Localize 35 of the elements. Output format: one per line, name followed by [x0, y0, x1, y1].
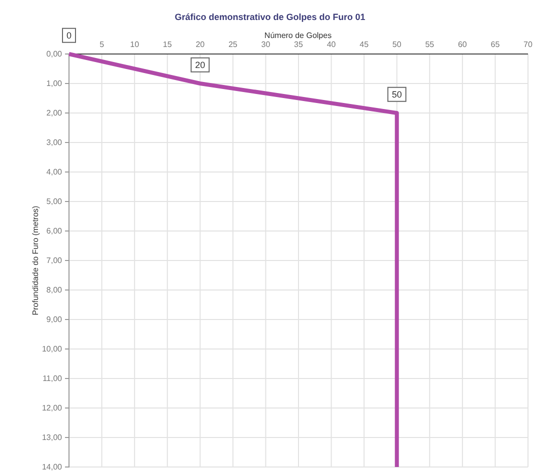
annotation: 50 — [392, 89, 402, 100]
y-tick-label: 2,00 — [46, 108, 63, 118]
y-tick-label: 13,00 — [42, 433, 63, 442]
x-axis-title: Número de Golpes — [264, 31, 332, 40]
x-tick-label: 55 — [425, 40, 435, 49]
x-tick-label: 30 — [261, 40, 271, 49]
y-axis-title: Profundidade do Furo (metros) — [31, 205, 40, 316]
x-tick-label: 60 — [458, 40, 468, 49]
annotation: 0 — [66, 30, 72, 40]
x-tick-label: 40 — [326, 40, 336, 49]
y-tick-label: 14,00 — [42, 462, 63, 472]
y-tick-label: 12,00 — [42, 404, 63, 413]
x-tick-label: 15 — [162, 40, 172, 49]
y-tick-label: 0,00 — [46, 50, 63, 59]
y-tick-label: 10,00 — [42, 344, 63, 354]
y-tick-label: 7,00 — [46, 256, 63, 266]
y-tick-label: 4,00 — [46, 168, 63, 177]
x-tick-label: 10 — [130, 40, 140, 49]
x-tick-label: 65 — [490, 40, 500, 49]
y-tick-label: 3,00 — [46, 138, 63, 148]
y-tick-label: 6,00 — [46, 226, 63, 236]
x-tick-label: 50 — [392, 40, 402, 49]
y-tick-label: 9,00 — [46, 315, 63, 324]
x-tick-label: 5 — [100, 40, 105, 49]
x-tick-label: 25 — [228, 40, 238, 49]
annotation: 20 — [195, 60, 206, 70]
x-tick-label: 45 — [360, 40, 370, 49]
x-tick-label: 70 — [524, 40, 533, 49]
y-tick-label: 8,00 — [46, 286, 63, 295]
y-tick-label: 1,00 — [46, 79, 63, 88]
chart-title: Gráfico demonstrativo de Golpes do Furo 01 — [174, 12, 366, 22]
x-tick-label: 20 — [196, 40, 206, 49]
x-tick-label: 35 — [294, 40, 304, 49]
y-tick-label: 5,00 — [46, 197, 63, 206]
y-tick-label: 11,00 — [42, 374, 63, 384]
